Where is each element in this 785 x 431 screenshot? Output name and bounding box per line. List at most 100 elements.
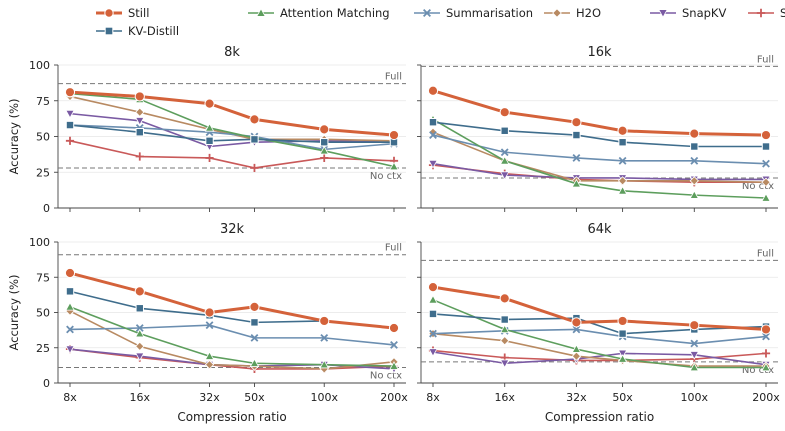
data-point xyxy=(500,336,510,346)
data-point xyxy=(572,325,581,334)
data-point xyxy=(204,307,215,318)
series-summarisation xyxy=(66,121,398,154)
series-line xyxy=(432,121,766,148)
data-point xyxy=(65,345,75,355)
data-point xyxy=(64,267,76,279)
panel-title: 8k xyxy=(224,45,240,60)
data-point xyxy=(762,332,770,341)
data-point xyxy=(204,360,215,370)
series-line xyxy=(432,332,766,367)
data-point xyxy=(249,301,260,312)
data-point xyxy=(428,348,438,357)
data-point xyxy=(617,185,628,195)
x-tick-label: 100x xyxy=(681,391,709,404)
data-point xyxy=(428,159,438,169)
data-point xyxy=(389,361,399,370)
y-tick-label: 25 xyxy=(36,342,50,355)
legend-label: H2O xyxy=(576,6,601,20)
data-point xyxy=(428,309,438,319)
series-line xyxy=(69,310,395,370)
series-line xyxy=(69,92,395,168)
data-point xyxy=(571,178,582,188)
data-point xyxy=(319,359,330,369)
series-line xyxy=(69,124,394,144)
data-point xyxy=(762,159,770,168)
series-line xyxy=(432,118,767,199)
data-point xyxy=(617,176,628,186)
panels: 0 25 50 75 100 8k Accuracy (%) Full No ctx 16k Ful… xyxy=(7,45,780,424)
data-point xyxy=(65,120,75,130)
series-still xyxy=(64,267,400,334)
series-streamingllm xyxy=(65,136,399,173)
data-point xyxy=(204,351,215,360)
data-point xyxy=(500,148,509,157)
data-point xyxy=(320,153,329,163)
legend-item-attention-matching: Attention Matching xyxy=(248,6,390,20)
panel-8k: 0 25 50 75 100 8k Accuracy (%) Full No ctx xyxy=(7,45,406,215)
series-line xyxy=(69,124,395,151)
legend-label: Summarisation xyxy=(446,6,533,20)
data-point xyxy=(571,344,582,353)
data-point xyxy=(250,318,259,327)
legend-label: StreamingLLM xyxy=(780,6,785,20)
x-tick-label: 32x xyxy=(199,391,220,404)
data-point xyxy=(134,91,145,102)
no-ctx-ref-label: No ctx xyxy=(370,370,402,381)
data-point xyxy=(689,190,700,199)
series-line xyxy=(432,89,767,137)
data-point xyxy=(134,117,145,126)
data-point xyxy=(571,351,582,361)
data-point xyxy=(428,118,438,127)
data-point xyxy=(135,304,144,313)
data-point xyxy=(205,321,214,330)
x-tick-label: 8x xyxy=(63,391,77,404)
series-line xyxy=(69,112,395,148)
data-point xyxy=(618,329,627,338)
x-axis-label: Compression ratio xyxy=(177,410,286,424)
data-point xyxy=(689,128,700,139)
series-attention-matching xyxy=(428,294,771,372)
y-tick-label: 50 xyxy=(36,131,50,144)
data-point xyxy=(135,107,145,117)
full-ref-label: Full xyxy=(757,248,774,259)
data-point xyxy=(65,109,75,119)
data-point xyxy=(499,293,510,304)
y-tick-label: 0 xyxy=(43,377,50,390)
data-point xyxy=(204,98,215,109)
data-point xyxy=(205,153,214,163)
data-point xyxy=(135,152,144,161)
legend-label: KV-Distill xyxy=(128,24,179,38)
y-axis-label: Accuracy (%) xyxy=(7,274,21,350)
series-line xyxy=(69,324,395,346)
legend-item-still: Still xyxy=(96,6,149,20)
data-point xyxy=(499,359,510,369)
data-point xyxy=(389,161,399,171)
series-kv-distill xyxy=(65,120,399,147)
series-line xyxy=(432,328,767,345)
series-still xyxy=(64,87,400,141)
data-point xyxy=(761,177,771,187)
data-point xyxy=(388,322,400,334)
y-axis-label: Accuracy (%) xyxy=(7,98,21,174)
x-tick-label: 200x xyxy=(752,391,780,404)
series-line xyxy=(432,299,766,369)
series-still xyxy=(427,282,772,335)
data-point xyxy=(499,155,510,165)
series-streamingllm xyxy=(428,161,771,187)
data-point xyxy=(135,341,145,352)
data-point xyxy=(761,362,771,372)
data-point xyxy=(319,315,330,327)
legend-marker-icon xyxy=(552,8,562,18)
legend-item-snapkv: SnapKV xyxy=(650,6,726,20)
panel-16k: 16k Full No ctx xyxy=(417,45,778,212)
data-point xyxy=(761,142,771,151)
data-point xyxy=(500,315,509,324)
data-point xyxy=(249,358,260,367)
data-point xyxy=(65,287,75,296)
data-point xyxy=(499,324,510,334)
data-point xyxy=(319,124,330,135)
legend-marker-icon xyxy=(423,9,431,17)
series-h2o xyxy=(428,328,771,371)
data-point xyxy=(690,142,699,151)
